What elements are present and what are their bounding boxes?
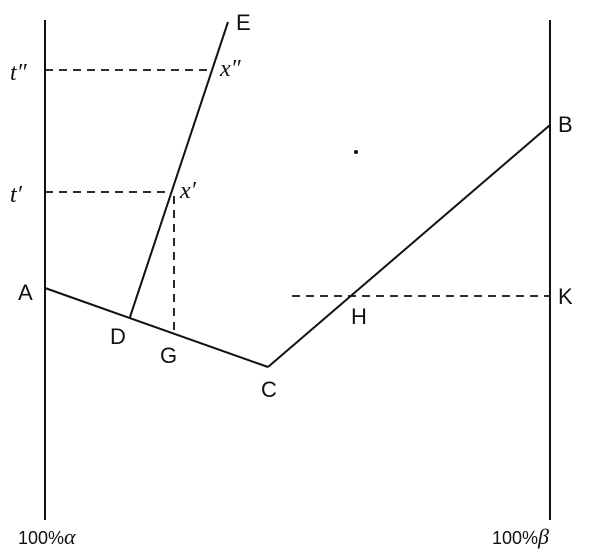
axis-label-right: 100%β — [492, 524, 549, 549]
label-x2: x″ — [219, 56, 242, 82]
label-x1: x′ — [179, 178, 197, 204]
label-b: B — [558, 112, 573, 137]
label-g: G — [160, 343, 177, 368]
label-e: E — [236, 10, 251, 35]
axis-label-left: 100%α — [18, 524, 76, 549]
label-k: K — [558, 284, 573, 309]
label-a: A — [18, 280, 33, 305]
line-a-c — [44, 287, 269, 368]
label-h: H — [351, 304, 367, 329]
label-t1: t′ — [10, 182, 23, 208]
label-d: D — [110, 324, 126, 349]
dot-mark — [354, 150, 358, 154]
label-t2: t″ — [10, 60, 28, 86]
line-c-b — [267, 124, 551, 368]
label-c: C — [261, 377, 277, 402]
line-d-e — [129, 21, 229, 318]
